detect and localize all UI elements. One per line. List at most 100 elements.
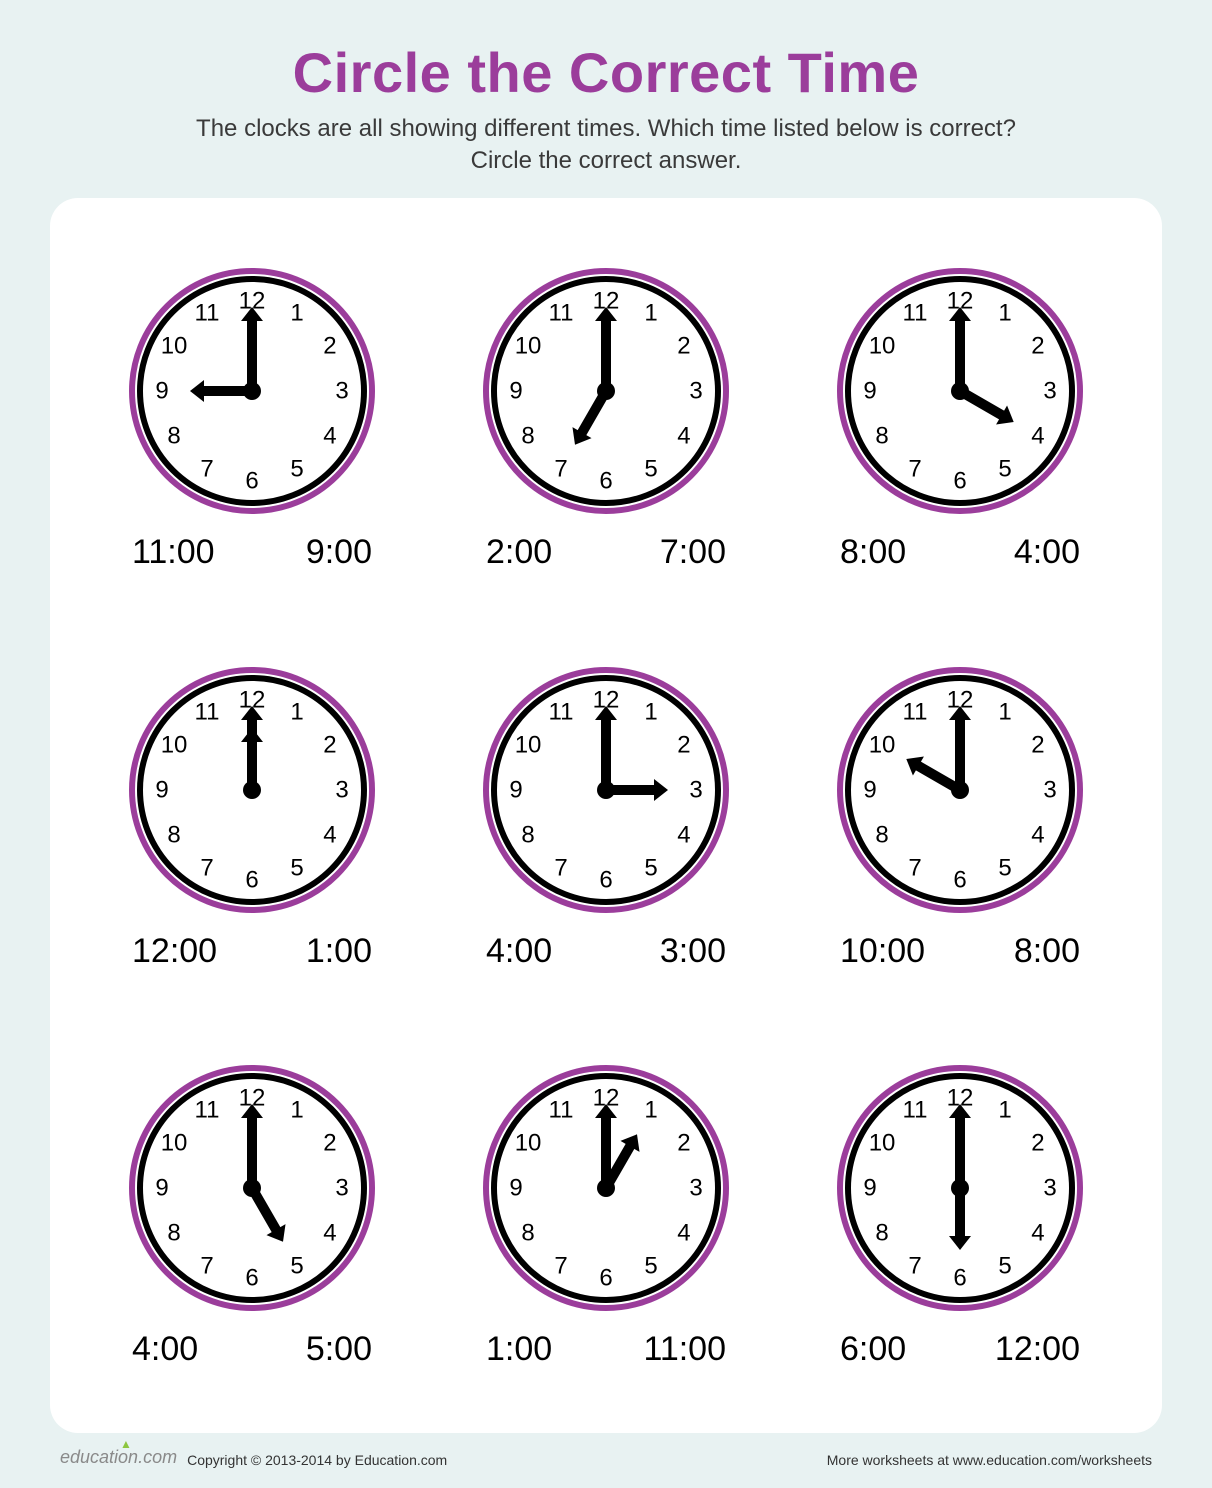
instructions-line1: The clocks are all showing different tim… [196, 115, 1016, 142]
svg-text:9: 9 [863, 1175, 876, 1202]
clock-cell: 123456789101112 12:00 1:00 [90, 626, 414, 1004]
svg-text:7: 7 [908, 854, 921, 881]
svg-text:6: 6 [953, 468, 966, 495]
svg-text:11: 11 [903, 1097, 928, 1124]
answer-option[interactable]: 1:00 [486, 1330, 552, 1369]
footer-left: education.com Copyright © 2013-2014 by E… [60, 1447, 447, 1468]
clock-cell: 123456789101112 4:00 3:00 [444, 626, 768, 1004]
svg-text:4: 4 [323, 821, 336, 848]
answer-option[interactable]: 12:00 [132, 932, 217, 971]
svg-text:7: 7 [554, 456, 567, 483]
answer-row: 1:00 11:00 [476, 1330, 736, 1369]
svg-text:11: 11 [903, 300, 928, 327]
svg-text:2: 2 [1031, 1130, 1044, 1157]
svg-text:1: 1 [998, 1097, 1011, 1124]
answer-row: 4:00 5:00 [122, 1330, 382, 1369]
answer-option[interactable]: 7:00 [660, 533, 726, 572]
svg-text:8: 8 [875, 1220, 888, 1247]
svg-text:8: 8 [875, 821, 888, 848]
svg-text:7: 7 [554, 1253, 567, 1280]
answer-option[interactable]: 10:00 [840, 932, 925, 971]
svg-text:6: 6 [953, 866, 966, 893]
svg-text:4: 4 [323, 423, 336, 450]
answer-row: 8:00 4:00 [830, 533, 1090, 572]
svg-text:10: 10 [869, 731, 896, 758]
clock-cell: 123456789101112 6:00 12:00 [798, 1025, 1122, 1403]
svg-text:7: 7 [908, 456, 921, 483]
svg-text:10: 10 [161, 333, 188, 360]
svg-text:4: 4 [677, 1220, 690, 1247]
svg-text:7: 7 [554, 854, 567, 881]
answer-row: 4:00 3:00 [476, 932, 736, 971]
svg-text:2: 2 [677, 731, 690, 758]
svg-text:3: 3 [335, 1175, 348, 1202]
answer-option[interactable]: 3:00 [660, 932, 726, 971]
svg-text:10: 10 [869, 333, 896, 360]
svg-text:7: 7 [200, 1253, 213, 1280]
footer: education.com Copyright © 2013-2014 by E… [50, 1433, 1162, 1468]
svg-text:4: 4 [1031, 1220, 1044, 1247]
svg-text:11: 11 [195, 698, 220, 725]
answer-option[interactable]: 9:00 [306, 533, 372, 572]
answer-option[interactable]: 11:00 [132, 533, 215, 572]
svg-text:11: 11 [549, 698, 574, 725]
svg-text:9: 9 [863, 378, 876, 405]
svg-text:5: 5 [998, 456, 1011, 483]
clock-face: 123456789101112 [830, 660, 1090, 920]
answer-option[interactable]: 6:00 [840, 1330, 906, 1369]
answer-option[interactable]: 2:00 [486, 533, 552, 572]
svg-text:11: 11 [195, 1097, 220, 1124]
answer-option[interactable]: 12:00 [995, 1330, 1080, 1369]
svg-text:5: 5 [998, 1253, 1011, 1280]
svg-text:2: 2 [1031, 731, 1044, 758]
answer-option[interactable]: 8:00 [1014, 932, 1080, 971]
svg-text:2: 2 [677, 333, 690, 360]
worksheet-panel: 123456789101112 11:00 9:00 1234567891011… [50, 198, 1162, 1433]
svg-text:7: 7 [200, 854, 213, 881]
clock-cell: 123456789101112 8:00 4:00 [798, 228, 1122, 606]
answer-option[interactable]: 11:00 [643, 1330, 726, 1369]
svg-text:10: 10 [869, 1130, 896, 1157]
answer-option[interactable]: 1:00 [306, 932, 372, 971]
answer-option[interactable]: 4:00 [1014, 533, 1080, 572]
clock-face: 123456789101112 [830, 261, 1090, 521]
svg-text:10: 10 [515, 333, 542, 360]
svg-text:5: 5 [998, 854, 1011, 881]
svg-text:6: 6 [953, 1265, 966, 1292]
clock-face: 123456789101112 [476, 1058, 736, 1318]
svg-text:1: 1 [290, 1097, 303, 1124]
svg-text:1: 1 [644, 1097, 657, 1124]
clock-face: 123456789101112 [122, 261, 382, 521]
svg-text:9: 9 [863, 776, 876, 803]
svg-text:6: 6 [599, 866, 612, 893]
svg-text:6: 6 [245, 1265, 258, 1292]
svg-text:3: 3 [1043, 776, 1056, 803]
svg-text:9: 9 [155, 378, 168, 405]
copyright: Copyright © 2013-2014 by Education.com [187, 1452, 447, 1468]
svg-text:11: 11 [549, 300, 574, 327]
clock-cell: 123456789101112 4:00 5:00 [90, 1025, 414, 1403]
svg-text:2: 2 [323, 1130, 336, 1157]
clock-face: 123456789101112 [122, 1058, 382, 1318]
svg-text:4: 4 [677, 821, 690, 848]
clock-cell: 123456789101112 10:00 8:00 [798, 626, 1122, 1004]
svg-text:10: 10 [515, 731, 542, 758]
answer-row: 2:00 7:00 [476, 533, 736, 572]
svg-text:6: 6 [599, 468, 612, 495]
svg-text:2: 2 [1031, 333, 1044, 360]
svg-text:2: 2 [323, 333, 336, 360]
answer-option[interactable]: 4:00 [486, 932, 552, 971]
svg-text:8: 8 [521, 1220, 534, 1247]
svg-text:3: 3 [689, 776, 702, 803]
answer-option[interactable]: 8:00 [840, 533, 906, 572]
footer-more: More worksheets at www.education.com/wor… [827, 1452, 1152, 1468]
svg-text:10: 10 [515, 1130, 542, 1157]
svg-text:3: 3 [689, 378, 702, 405]
answer-option[interactable]: 4:00 [132, 1330, 198, 1369]
svg-text:1: 1 [290, 698, 303, 725]
page-title: Circle the Correct Time [50, 40, 1162, 105]
clock-cell: 123456789101112 11:00 9:00 [90, 228, 414, 606]
svg-text:1: 1 [644, 300, 657, 327]
svg-text:8: 8 [521, 423, 534, 450]
answer-option[interactable]: 5:00 [306, 1330, 372, 1369]
